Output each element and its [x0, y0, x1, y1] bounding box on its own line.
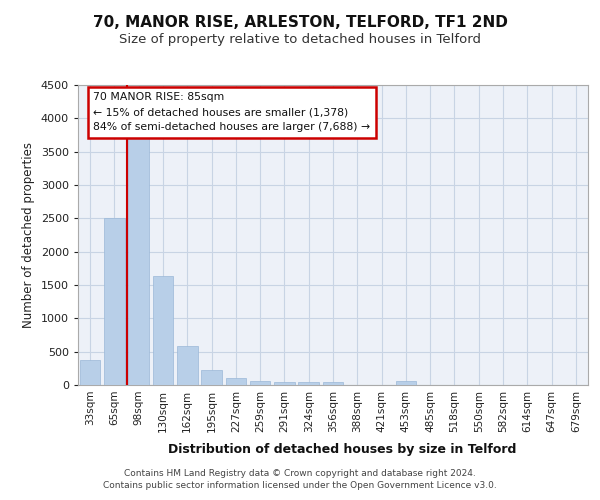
Bar	[226, 378, 246, 385]
Bar	[323, 382, 343, 385]
Bar	[128, 138, 149, 385]
Y-axis label: Number of detached properties: Number of detached properties	[22, 142, 35, 328]
Text: Size of property relative to detached houses in Telford: Size of property relative to detached ho…	[119, 32, 481, 46]
Bar	[177, 346, 197, 385]
Text: Distribution of detached houses by size in Telford: Distribution of detached houses by size …	[168, 442, 516, 456]
Text: 70, MANOR RISE, ARLESTON, TELFORD, TF1 2ND: 70, MANOR RISE, ARLESTON, TELFORD, TF1 2…	[92, 15, 508, 30]
Bar	[395, 381, 416, 385]
Text: Contains HM Land Registry data © Crown copyright and database right 2024.
Contai: Contains HM Land Registry data © Crown c…	[103, 468, 497, 490]
Bar	[274, 382, 295, 385]
Bar	[104, 218, 125, 385]
Bar	[152, 276, 173, 385]
Bar	[80, 360, 100, 385]
Bar	[298, 382, 319, 385]
Bar	[201, 370, 222, 385]
Text: 70 MANOR RISE: 85sqm
← 15% of detached houses are smaller (1,378)
84% of semi-de: 70 MANOR RISE: 85sqm ← 15% of detached h…	[94, 92, 370, 132]
Bar	[250, 381, 271, 385]
